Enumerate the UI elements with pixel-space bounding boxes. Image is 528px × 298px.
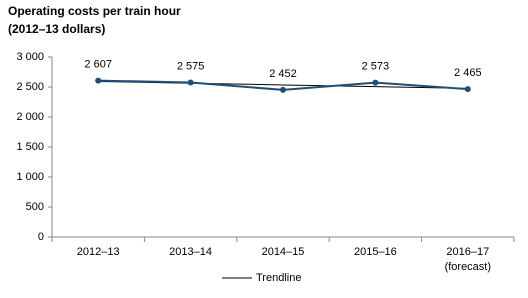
point xyxy=(464,86,471,93)
data-label: 2 452 xyxy=(269,68,297,80)
y-tick-label: 3 000 xyxy=(16,51,44,63)
point xyxy=(187,79,194,86)
x-tick-label: 2012–13 xyxy=(76,246,120,258)
x-tick-label: 2016–17 (forecast) xyxy=(444,246,492,273)
data-label: 2 465 xyxy=(454,67,482,79)
chart-subtitle: (2012–13 dollars) xyxy=(8,22,106,36)
y-tick-label: 0 xyxy=(38,231,44,243)
data-label: 2 573 xyxy=(362,61,390,73)
point xyxy=(280,86,286,93)
y-tick-label: 1 000 xyxy=(16,171,44,183)
data-label: 2 575 xyxy=(177,60,205,72)
chart-title: Operating costs per train hour xyxy=(8,4,181,18)
y-tick-label: 1 500 xyxy=(16,141,44,153)
data-label: 2 607 xyxy=(84,58,112,70)
point xyxy=(95,77,102,84)
y-tick-label: 500 xyxy=(26,201,44,213)
legend-label: Trendline xyxy=(256,272,301,284)
x-tick-label: 2013–14 xyxy=(169,246,212,258)
x-tick-label: 2014–15 xyxy=(261,246,305,258)
x-tick-label: 2015–16 xyxy=(353,246,397,258)
point xyxy=(372,79,379,86)
y-tick-label: 2 500 xyxy=(16,81,44,93)
y-tick-label: 2 000 xyxy=(16,111,44,123)
